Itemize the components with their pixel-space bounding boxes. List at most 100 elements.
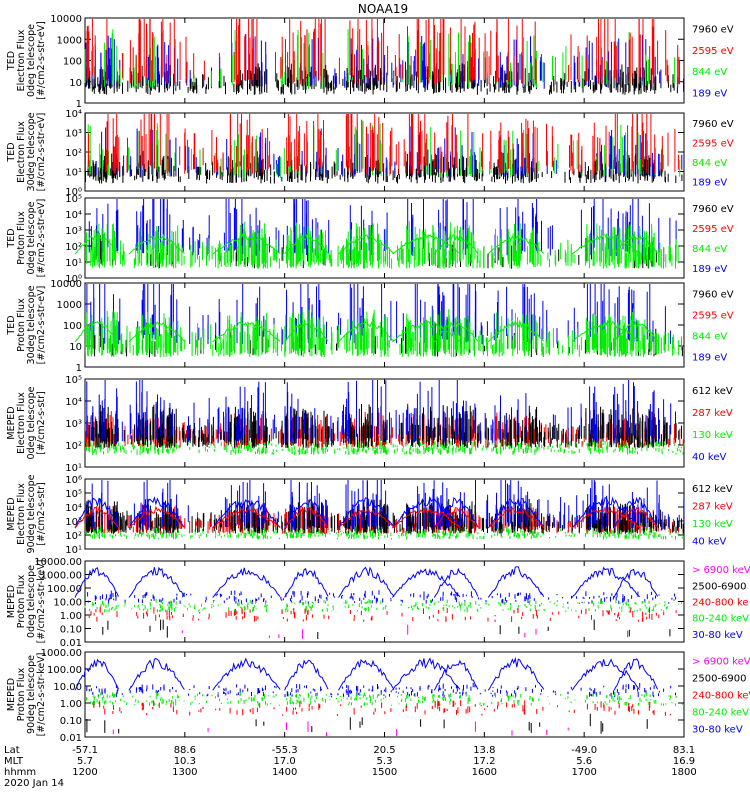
legend-entry: 7960 eV [692, 119, 734, 130]
y-tick-label: 100.00 [47, 584, 82, 595]
ylabel-line: [#/cm2-s-str-eV] [36, 286, 47, 365]
legend-entry: 7960 eV [692, 204, 734, 215]
y-tick-label: 10⁵ [65, 194, 82, 205]
legend-entry: 2595 eV [692, 311, 734, 322]
y-tick-label: 10⁴ [65, 397, 82, 408]
ylabel-line: [#/cm2-s-str-keV] [36, 653, 47, 737]
ylabel-line: MEPED [6, 678, 17, 711]
y-tick-label: 10 [69, 78, 82, 89]
ylabel-line: TED [6, 228, 17, 248]
series-black [102, 619, 671, 639]
legend-entry: 844 eV [692, 67, 727, 78]
panel-7-ylabel: MEPED Proton Flux 0deg telescope [#/cm2-s-s… [6, 560, 47, 644]
legend-entry: 189 eV [692, 353, 727, 364]
panel-8-ylabel: MEPED Proton Flux 90deg telescope [#/cm2-s-… [6, 653, 47, 737]
series-green-marks [84, 599, 682, 613]
series-green [86, 221, 679, 269]
panel-2-ylabel: TED Electron Flux 30deg telescope [#/cm2-s-… [6, 112, 47, 191]
x-tick-lat: 83.1 [673, 745, 695, 756]
ylabel-line: 0deg telescope [26, 24, 37, 97]
series-green [84, 599, 682, 613]
y-tick-label: 1 [76, 363, 82, 374]
ylabel-line: Proton Flux [16, 211, 27, 265]
series-blue-humps [74, 495, 659, 529]
y-tick-label: 10² [65, 242, 82, 253]
ylabel-line: 0deg telescope [26, 201, 37, 274]
ylabel-line: Electron Flux [16, 392, 27, 454]
legend-entry: 189 eV [692, 177, 727, 188]
legend-entry: 40 keV [692, 536, 726, 547]
y-tick-label: 10³ [65, 517, 82, 528]
x-tick-mlt: 17.2 [473, 756, 495, 767]
plot-title: NOAA19 [358, 2, 408, 16]
series-green [84, 307, 682, 358]
y-tick-label: 10 [69, 342, 82, 353]
series-magenta-marks [181, 624, 629, 639]
y-tick-label: 10⁵ [65, 489, 82, 500]
y-tick-label: 10⁰ [65, 187, 82, 198]
x-tick-lat: -49.0 [571, 745, 597, 756]
legend-entry: 2595 eV [692, 46, 734, 57]
legend-entry: 2500-6900 [692, 674, 747, 685]
series-red [86, 19, 680, 85]
ylabel-line: [#/cm2-s-str] [36, 391, 47, 454]
ylabel-line: [#/cm2-s-str-eV] [36, 199, 47, 278]
panel-5: 10¹ 10² 10³ 10⁴ 10⁵ MEPED Electron Flux 0deg te… [6, 375, 733, 474]
legend-entry: 612 keV [692, 386, 733, 397]
legend-entry: 2595 eV [692, 138, 734, 149]
y-tick-label: 1000 [57, 300, 82, 311]
series-magenta [181, 624, 629, 639]
series-red-marks [88, 606, 677, 622]
series-red-humps [74, 505, 658, 529]
x-tick-hhmm: 1600 [472, 767, 497, 778]
y-tick-label: 1 [76, 99, 82, 110]
legend-entry: 130 keV [692, 519, 733, 530]
y-tick-label: 10³ [65, 129, 82, 140]
y-tick-label: 1000 [57, 35, 82, 46]
series-red-marks [85, 114, 679, 175]
series-blue [86, 380, 676, 444]
legend-entry: 287 keV [692, 501, 733, 512]
series-blue [86, 284, 671, 345]
ylabel-line: MEPED [6, 497, 17, 530]
y-tick-label: 100 [63, 321, 82, 332]
x-tick-mlt: 16.9 [673, 756, 695, 767]
panel-6: 10¹ 10² 10³ 10⁴ 10⁵ 10⁶ MEPED Electron Flux 90de… [6, 474, 733, 556]
y-tick-label: 100 [63, 57, 82, 68]
axis-row-label-hhmm: hhmm [4, 767, 36, 778]
series-black-marks [102, 619, 671, 639]
x-tick-lat: -57.1 [72, 745, 98, 756]
legend-entry: > 6900 keV [692, 657, 750, 668]
ylabel-line: [#/cm2-s-str-eV] [36, 21, 47, 100]
legend-entry: 30-80 keV [692, 725, 743, 736]
ylabel-line: [#/cm2-s-str] [36, 482, 47, 545]
series-blue-humps [74, 656, 659, 691]
legend-entry: 844 eV [692, 158, 727, 169]
axis-row-label-lat: Lat [4, 745, 20, 756]
x-tick-mlt: 5.6 [576, 756, 592, 767]
x-tick-mlt: 17.0 [274, 756, 296, 767]
ylabel-line: TED [6, 51, 17, 71]
x-tick-hhmm: 1800 [671, 767, 696, 778]
series-blue-marks [86, 284, 671, 345]
panel-3-ylabel: TED Proton Flux 0deg telescope [#/cm2-s-str… [6, 199, 47, 278]
ylabel-line: 30deg telescope [26, 285, 37, 364]
x-tick-lat: -55.3 [272, 745, 298, 756]
series-black-marks [86, 713, 648, 734]
panel-6-ylabel: MEPED Electron Flux 90deg telescope [#/cm2-… [6, 474, 47, 553]
panel-3: 10⁰ 10¹ 10² 10³ 10⁴ 10⁵ TED Proton Flux 0deg tel… [6, 194, 734, 285]
axis-row-label-mlt: MLT [4, 756, 24, 767]
panel-7: 0.010.101.0010.00100.001000.0010000.00ME… [6, 557, 750, 649]
series-blue-marks [86, 380, 676, 444]
panel-1-ylabel: TED Electron Flux 0deg telescope [#/cm2-s-s… [6, 21, 47, 100]
ylabel-line: Electron Flux [16, 121, 27, 183]
series-green-marks [84, 307, 682, 358]
y-tick-label: 10² [65, 531, 82, 542]
series-magenta [112, 721, 569, 736]
